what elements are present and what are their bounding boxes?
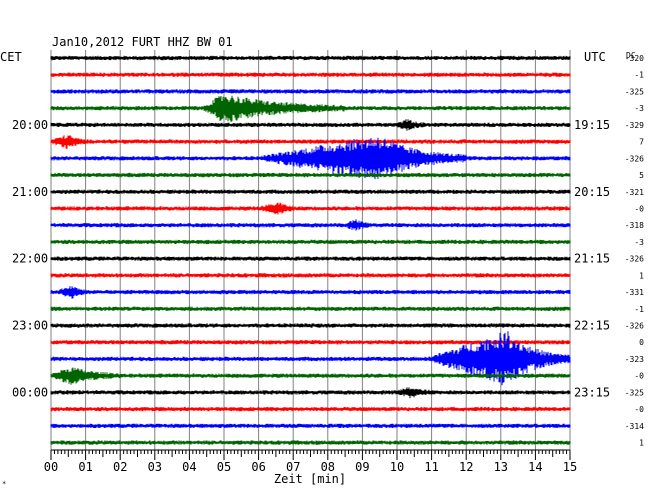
left-zone-label: CET: [0, 50, 22, 64]
x-tick-label-11: 11: [424, 460, 438, 474]
x-tick-label-03: 03: [148, 460, 162, 474]
x-axis: 00 01 02 03 04 05 06 07 08 09 10 11 12 13 14 15: [44, 449, 577, 474]
trace-22: [50, 423, 571, 428]
dc-value: 7: [639, 138, 644, 147]
right-hour-label: 21:15: [574, 252, 610, 266]
dc-value: -323: [625, 355, 644, 364]
right-zone-label: UTC: [584, 50, 606, 64]
left-hour-label: 23:00: [12, 319, 48, 333]
left-hour-label: 22:00: [12, 252, 48, 266]
trace-23: [50, 440, 571, 445]
x-tick-label-10: 10: [390, 460, 404, 474]
x-tick-label-05: 05: [217, 460, 231, 474]
x-tick-label-00: 00: [44, 460, 58, 474]
right-hour-label: 19:15: [574, 118, 610, 132]
grid-layer: [50, 50, 571, 450]
trace-3: [50, 95, 571, 122]
dc-value: -326: [625, 322, 644, 331]
dc-value: -331: [625, 288, 644, 297]
trace-5: [50, 135, 571, 149]
trace-7: [50, 172, 571, 178]
x-tick-label-06: 06: [251, 460, 265, 474]
trace-15: [50, 306, 571, 311]
trace-layer: [50, 55, 571, 445]
dc-value: -321: [625, 188, 644, 197]
trace-4: [50, 119, 571, 131]
left-hour-label: 20:00: [12, 118, 48, 132]
dc-value: -329: [625, 121, 644, 130]
trace-17: [50, 340, 571, 345]
trace-12: [50, 256, 571, 261]
dc-value: 0: [639, 338, 644, 347]
trace-16: [50, 323, 571, 328]
corner-mark: *: [2, 480, 6, 488]
dc-value: -326: [625, 255, 644, 264]
dc-value: -325: [625, 87, 644, 96]
x-tick-label-15: 15: [563, 460, 577, 474]
dc-value: 1: [639, 271, 644, 280]
dc-value: -0: [634, 372, 644, 381]
x-tick-label-12: 12: [459, 460, 473, 474]
right-hour-label: 20:15: [574, 185, 610, 199]
trace-1: [50, 72, 571, 77]
dc-value: -318: [625, 221, 644, 230]
trace-2: [50, 89, 571, 94]
dc-value: -314: [625, 422, 644, 431]
dc-value: 1: [639, 439, 644, 448]
left-hour-label: 00:00: [12, 385, 48, 399]
dc-value: 5: [639, 171, 644, 180]
dc-value: -1: [634, 305, 644, 314]
trace-labels: 20:00 21:00 22:00 23:00 00:00 19:15 20:15 21:15…: [12, 54, 644, 448]
x-axis-label: Zeit [min]: [274, 472, 346, 486]
dc-value: -3: [634, 104, 644, 113]
x-tick-label-13: 13: [494, 460, 508, 474]
trace-21: [50, 406, 571, 412]
trace-19: [50, 367, 571, 385]
chart-header: Jan10,2012 FURT HHZ BW 01: [52, 35, 233, 49]
trace-8: [50, 189, 571, 194]
right-hour-label: 23:15: [574, 385, 610, 399]
trace-13: [50, 273, 571, 278]
x-tick-label-02: 02: [113, 460, 127, 474]
dc-value: -320: [625, 54, 644, 63]
dc-value: -0: [634, 204, 644, 213]
trace-11: [50, 239, 571, 245]
trace-6: [50, 137, 571, 180]
trace-0: [50, 55, 571, 61]
trace-20: [50, 387, 571, 399]
left-hour-label: 21:00: [12, 185, 48, 199]
x-tick-label-09: 09: [355, 460, 369, 474]
x-tick-label-08: 08: [321, 460, 335, 474]
trace-10: [50, 219, 571, 231]
dc-value: -0: [634, 405, 644, 414]
right-hour-label: 22:15: [574, 319, 610, 333]
dc-label: DC: [626, 51, 636, 60]
x-tick-label-14: 14: [528, 460, 542, 474]
trace-9: [50, 202, 571, 215]
x-tick-label-07: 07: [286, 460, 300, 474]
trace-14: [50, 286, 571, 299]
x-tick-label-04: 04: [182, 460, 196, 474]
dc-value: -3: [634, 238, 644, 247]
trace-18: [50, 331, 571, 386]
x-tick-label-01: 01: [78, 460, 92, 474]
dc-value: -1: [634, 71, 644, 80]
dc-value: -325: [625, 388, 644, 397]
dc-value: -326: [625, 154, 644, 163]
